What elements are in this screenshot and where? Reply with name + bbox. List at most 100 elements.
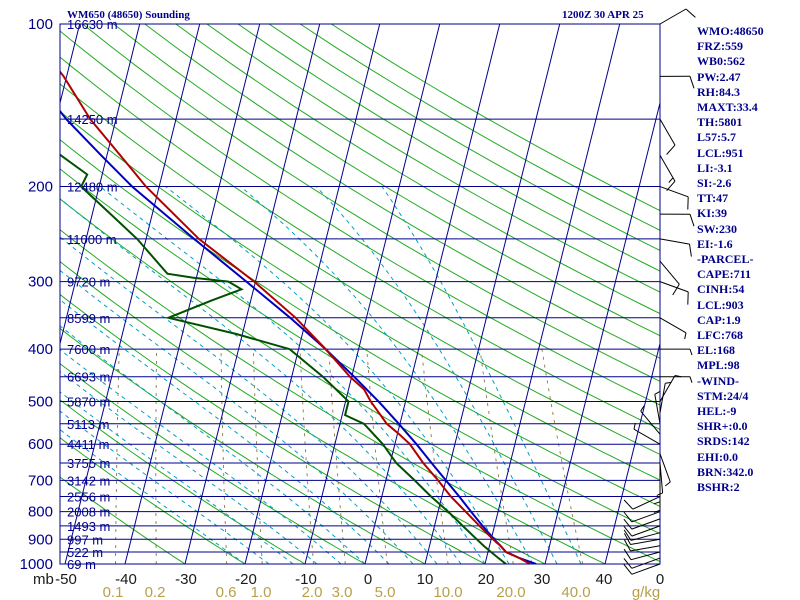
mixing-ratio-tick-label: 5.0 — [375, 584, 396, 600]
height-label: 8599 m — [67, 311, 110, 326]
wind-barb-flag — [685, 8, 696, 18]
temperature-tick-label: 30 — [534, 571, 551, 588]
mixing-ratio-tick-label: 1.0 — [251, 584, 272, 600]
temperature-tick-label: -30 — [175, 571, 197, 588]
pressure-tick-label: 500 — [28, 393, 53, 410]
dry-adiabat — [237, 24, 660, 272]
height-label: 5113 m — [67, 417, 109, 432]
mixing-ratio-tick-label: 2.0 — [302, 584, 323, 600]
temperature-tick-label: -50 — [55, 571, 77, 588]
height-label: 11000 m — [67, 232, 117, 247]
dry-adiabat — [60, 476, 186, 564]
index-item: SRDS:142 — [697, 434, 750, 449]
wind-barb — [654, 390, 661, 424]
isotherm-line — [544, 100, 660, 564]
height-label: 522 m — [67, 545, 103, 560]
wind-barb-half-flag — [653, 509, 661, 513]
background-lines — [60, 24, 660, 564]
wind-barb-half-flag — [664, 481, 671, 487]
index-item: KI:39 — [697, 206, 727, 221]
wind-barb-half-flag — [656, 492, 663, 496]
wind-barb-staff — [640, 410, 661, 435]
wind-barb — [659, 453, 671, 487]
pressure-tick-label: 900 — [28, 531, 53, 548]
wind-barb-staff — [654, 394, 661, 424]
mixing-ratio-line — [252, 349, 263, 564]
wind-barb-half-flag — [689, 348, 693, 356]
axis-labels: 16630 m 14250 m 12480 m 11000 m 9720 m 8599 m… — [20, 16, 665, 600]
isotherm-line — [364, 24, 501, 564]
pressure-tick-label: 200 — [28, 179, 53, 196]
temperature-tick-label: -40 — [115, 571, 137, 588]
wind-barb-staff — [630, 538, 661, 545]
isotherm-line — [604, 341, 660, 564]
index-item: LFC:768 — [697, 328, 743, 343]
dry-adiabat — [60, 168, 660, 535]
wind-barb-flag — [672, 283, 680, 296]
wind-barb — [623, 539, 661, 552]
temperature-tick-label: -10 — [295, 571, 317, 588]
wind-barb-half-flag — [633, 422, 636, 430]
mixing-ratio-line — [541, 349, 584, 564]
height-label: 7600 m — [67, 342, 110, 357]
wind-barb-staff — [631, 511, 661, 523]
moist-adiabat — [60, 299, 390, 564]
wind-barb — [653, 471, 661, 505]
dry-adiabat — [60, 327, 427, 564]
height-label: 69 m — [67, 557, 96, 572]
index-item: SI:-2.6 — [697, 176, 732, 191]
dewpoint-line — [60, 153, 507, 564]
wind-barb-staff — [659, 281, 689, 293]
wind-barb-flag — [623, 499, 634, 510]
wind-barb-staff — [659, 317, 687, 334]
dry-adiabat — [268, 24, 660, 252]
index-item: -WIND- — [697, 373, 739, 388]
temperature-tick-label: -20 — [235, 571, 257, 588]
pressure-tick-label: 1000 — [20, 556, 53, 573]
dry-adiabat — [60, 198, 660, 563]
isotherm-line — [424, 24, 561, 564]
mixing-ratio-line — [220, 349, 228, 564]
index-item: EI:-1.6 — [697, 236, 733, 251]
index-item: LCL:903 — [697, 297, 744, 312]
wind-barb-staff — [659, 118, 676, 146]
height-label: 4411 m — [67, 437, 109, 452]
temperature-tick-label: 20 — [478, 571, 495, 588]
index-item: BRN:342.0 — [697, 464, 754, 479]
wind-barb-staff — [630, 532, 661, 541]
mixing-ratio-tick-label: 0.1 — [103, 584, 124, 600]
moist-adiabat — [60, 236, 438, 564]
dry-adiabat — [60, 139, 660, 508]
mixing-ratio-tick-label: 3.0 — [332, 584, 353, 600]
pressure-tick-label: 100 — [28, 16, 53, 33]
wind-barb — [623, 533, 661, 545]
wind-barb — [623, 557, 661, 569]
index-item: RH:84.3 — [697, 84, 740, 99]
temperature-tick-label: 10 — [417, 571, 434, 588]
height-label: 2008 m — [67, 505, 110, 520]
indices-panel: WMO:48650 FRZ:559 WB0:562 PW:2.47 RH:84.3 MAX… — [697, 24, 797, 495]
wind-barb-staff — [659, 375, 676, 402]
mixing-ratio-line — [366, 349, 388, 564]
isotherm-line — [60, 24, 141, 346]
mixing-ratio-tick-label: 10.0 — [433, 584, 462, 600]
height-label: 12480 m — [67, 180, 118, 195]
index-item: STM:24/4 — [697, 388, 749, 403]
moist-adiabat — [60, 269, 414, 564]
dry-adiabat — [60, 30, 660, 406]
mixing-ratio-unit: g/kg — [632, 584, 660, 600]
index-item: LCL:951 — [697, 145, 744, 160]
index-item: HEL:-9 — [697, 404, 737, 419]
index-item: PW:2.47 — [697, 69, 741, 84]
dry-adiabat — [60, 83, 660, 455]
wind-barb — [659, 260, 680, 296]
isotherm-line — [64, 24, 201, 564]
mixing-ratio-tick-label: 0.2 — [145, 584, 166, 600]
index-item: SHR+:0.0 — [697, 419, 748, 434]
wind-barb-staff — [659, 186, 689, 198]
wind-barb-staff — [659, 154, 676, 182]
wind-barb — [623, 563, 661, 575]
wind-barb-flag — [623, 548, 632, 560]
height-label: 5870 m — [67, 394, 110, 409]
